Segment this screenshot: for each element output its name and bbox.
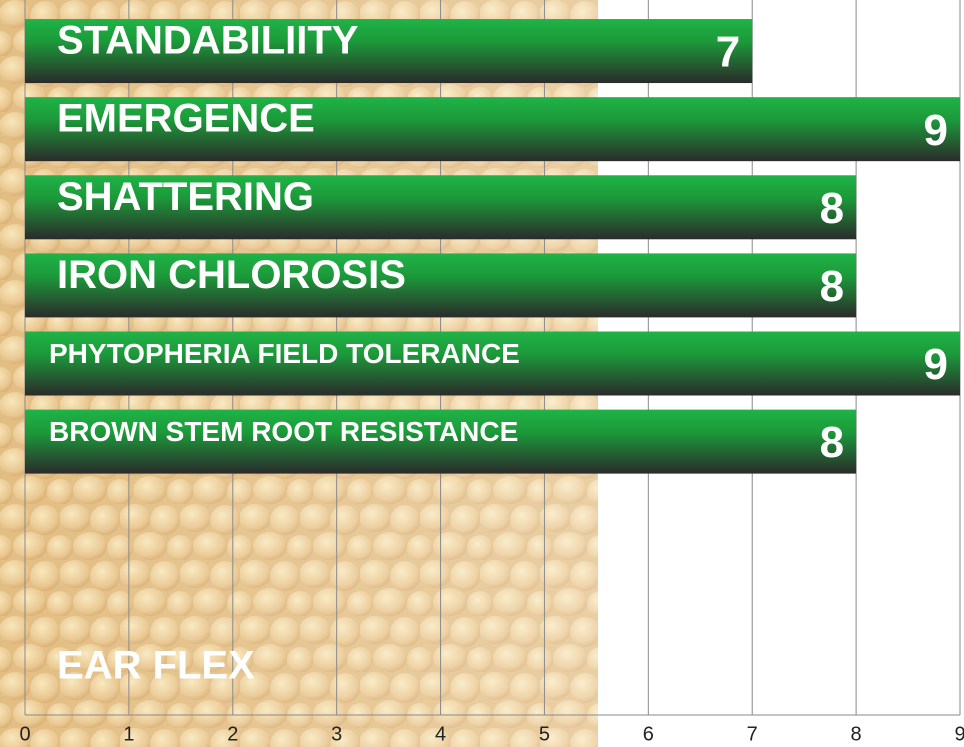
category-label: STANDABILIITY (57, 19, 359, 63)
category-label: EMERGENCE (57, 97, 315, 141)
x-tick-label: 9 (954, 723, 964, 745)
x-tick-label: 2 (227, 723, 238, 745)
category-label: BROWN STEM ROOT RESISTANCE (49, 416, 518, 447)
x-tick-label: 1 (123, 723, 134, 745)
category-label: EAR FLEX (57, 644, 255, 688)
value-label: 9 (924, 106, 948, 155)
category-label: SHATTERING (57, 175, 314, 219)
x-tick-label: 8 (851, 723, 862, 745)
x-tick-label: 5 (539, 723, 550, 745)
x-tick-label: 3 (331, 723, 342, 745)
value-label: 8 (820, 262, 844, 311)
value-label: 7 (716, 28, 740, 77)
category-label: IRON CHLOROSIS (57, 253, 406, 297)
chart: 0 1 2 3 4 5 6 7 8 9 7 STANDABILIITY 9 EMERGENCE 8 SHATT… (0, 0, 964, 747)
x-tick-label: 0 (19, 723, 30, 745)
x-tick-label: 4 (435, 723, 446, 745)
value-label: 8 (820, 184, 844, 233)
category-label: PHYTOPHERIA FIELD TOLERANCE (49, 338, 520, 369)
value-label: 8 (820, 418, 844, 467)
x-tick-label: 6 (643, 723, 654, 745)
value-label: 9 (924, 340, 948, 389)
x-tick-label: 7 (747, 723, 758, 745)
